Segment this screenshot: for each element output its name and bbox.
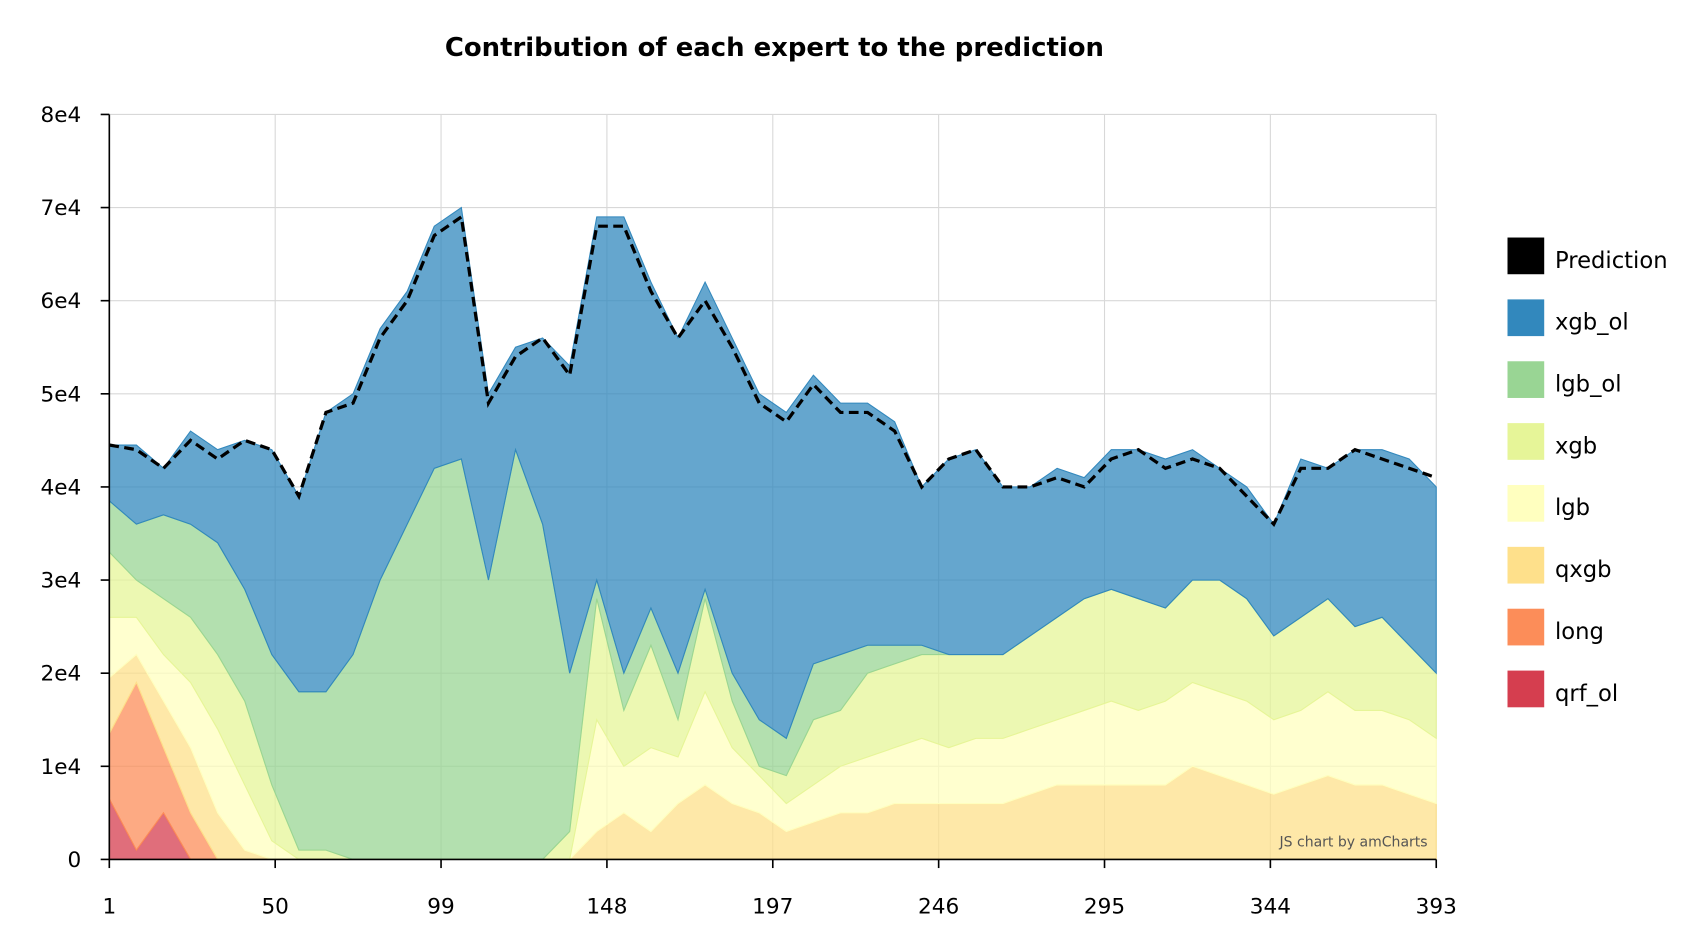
- line: [109, 214, 1437, 527]
- x-tick-label: 295: [1084, 894, 1125, 919]
- legend-label: xgb: [1555, 433, 1597, 459]
- y-tick-label: 0: [68, 848, 82, 873]
- x-tick-label: 246: [918, 894, 959, 919]
- x-tick-label: 99: [427, 894, 454, 919]
- legend-label: lgb_ol: [1555, 371, 1622, 397]
- area: [108, 206, 1437, 740]
- legend-label: long: [1555, 619, 1604, 645]
- x-tick-label: 344: [1250, 894, 1291, 919]
- legend-swatch: [1507, 423, 1545, 460]
- y-tick-label: 2e4: [41, 662, 82, 687]
- axes: 0 1e4 2e4 3e4 4e4 5e4 6e4 7e4 8e4 1 50 99 148 197 246 2…: [41, 103, 1457, 919]
- y-tick-label: 7e4: [41, 196, 82, 221]
- legend-swatch: [1507, 361, 1545, 398]
- plot-area: [108, 206, 1437, 860]
- x-tick-label: 197: [752, 894, 793, 919]
- legend-label: qxgb: [1555, 557, 1612, 583]
- x-tick-label: 1: [102, 894, 116, 919]
- y-tick-label: 8e4: [41, 103, 82, 128]
- chart-title: Contribution of each expert to the predi…: [445, 33, 1104, 63]
- credit: JS chart by amCharts: [1279, 834, 1428, 850]
- legend-swatch: [1507, 299, 1545, 337]
- legend-label: lgb: [1555, 495, 1590, 521]
- y-tick-label: 3e4: [41, 569, 82, 594]
- y-tick-label: 1e4: [41, 755, 82, 780]
- x-tick-label: 50: [261, 894, 288, 919]
- x-tick-label: 393: [1416, 894, 1457, 919]
- legend-label: xgb_ol: [1555, 310, 1629, 336]
- legend-label: Prediction: [1555, 248, 1668, 274]
- legend-swatch: [1507, 608, 1545, 646]
- y-tick-label: 4e4: [41, 475, 82, 500]
- legend-swatch: [1507, 484, 1545, 522]
- y-tick-label: 5e4: [41, 382, 82, 407]
- legend-label: qrf_ol: [1555, 681, 1618, 707]
- legend-swatch: [1507, 670, 1545, 708]
- x-tick-label: 148: [586, 894, 627, 919]
- legend-swatch: [1507, 546, 1545, 584]
- legend-swatch: [1507, 237, 1545, 275]
- y-tick-label: 6e4: [41, 289, 82, 314]
